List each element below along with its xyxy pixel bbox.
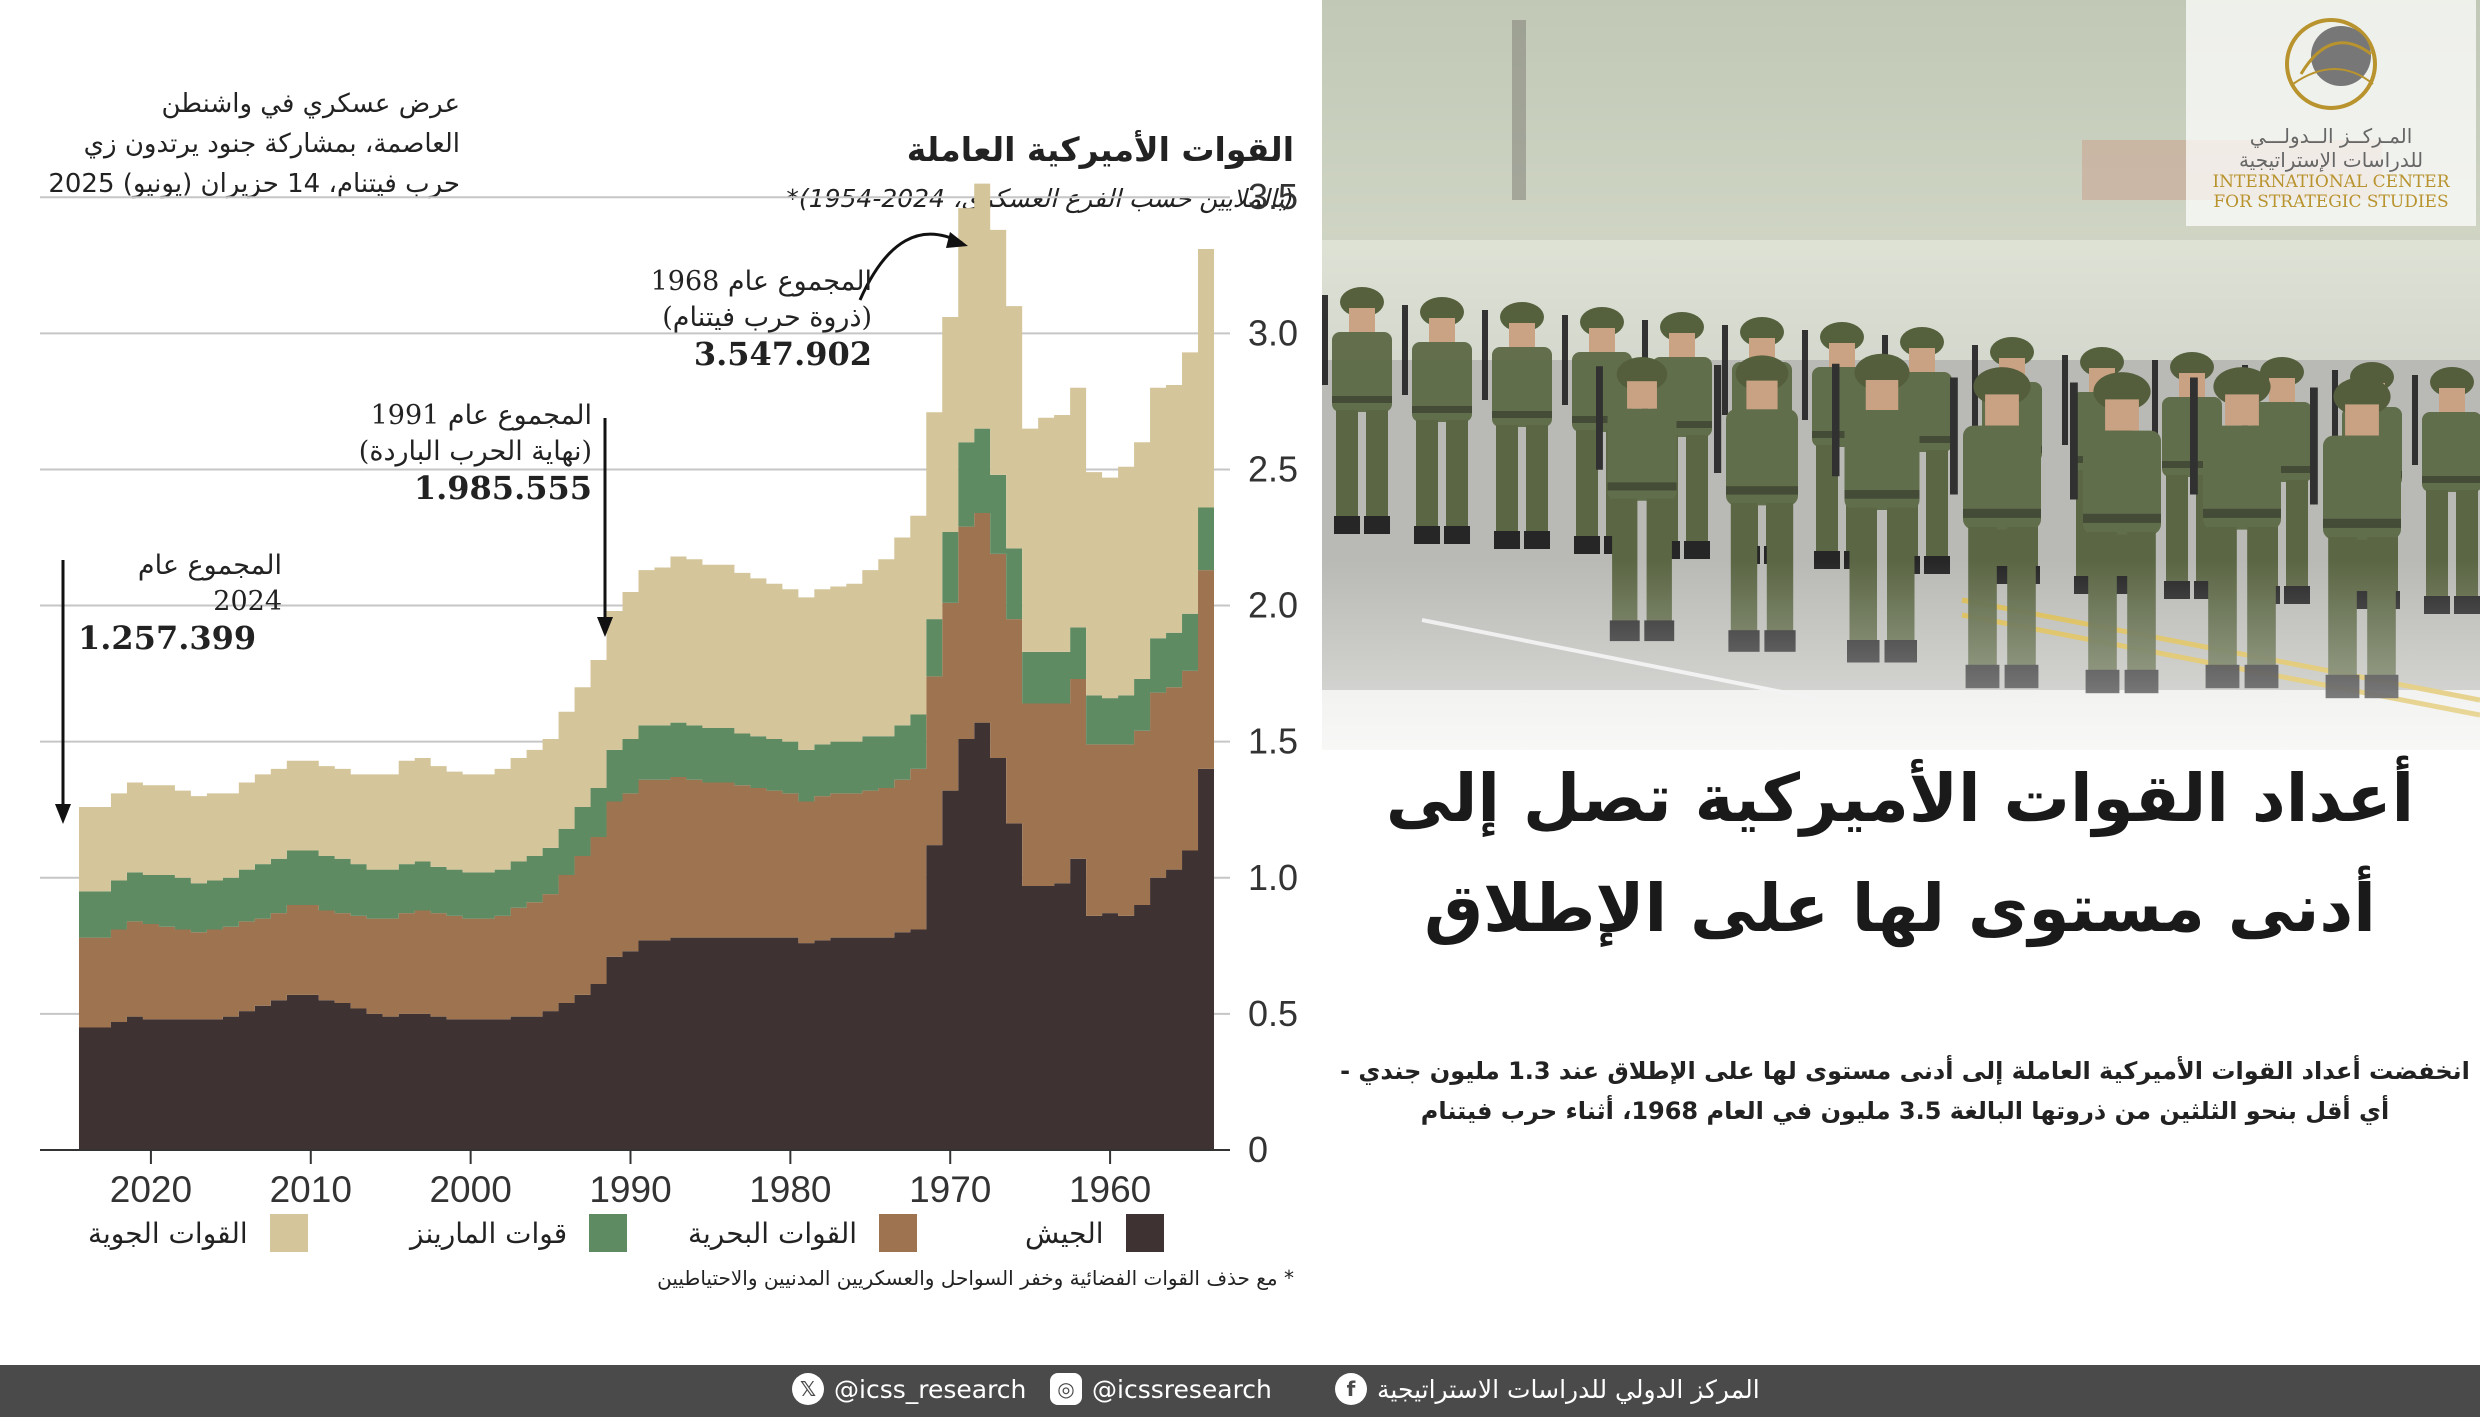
footer-instagram[interactable]: ◎ @icssresearch — [1050, 1373, 1272, 1405]
y-tick-label: 2.0 — [1248, 585, 1298, 626]
logo-arabic-line2: للدراسات الإستراتيجية — [2238, 148, 2424, 172]
x-tick-label: 2000 — [429, 1169, 511, 1210]
footer-instagram-label: @icssresearch — [1092, 1374, 1272, 1404]
legend-navy: القوات البحرية — [688, 1214, 918, 1252]
description-line-1: انخفضت أعداد القوات الأميركية العاملة إل… — [1340, 1057, 2470, 1085]
footer-facebook-label: المركز الدولي للدراسات الاستراتيجية — [1377, 1374, 1760, 1404]
legend-army: الجيش — [1025, 1214, 1164, 1252]
y-tick-label: 2.5 — [1248, 448, 1298, 489]
y-tick-label: 3.5 — [1248, 176, 1298, 217]
x-tick-label: 1960 — [1069, 1169, 1151, 1210]
y-tick-label: 0 — [1248, 1129, 1268, 1170]
arrow-1968 — [858, 232, 963, 301]
x-tick-label: 1980 — [749, 1169, 831, 1210]
series-area — [78, 513, 1215, 1028]
caption-line-2: العاصمة، بمشاركة جنود يرتدون زي — [83, 129, 460, 159]
chart-subtitle: (بالملايين حسب الفرع العسكري، 2024-1954)… — [786, 184, 1294, 213]
arrow-2024-head — [55, 804, 71, 824]
photo-caption: عرض عسكري في واشنطن العاصمة، بمشاركة جنو… — [40, 84, 460, 204]
legend-army-swatch — [1125, 1214, 1164, 1252]
footer-x[interactable]: 𝕏 @icss_research — [792, 1373, 1026, 1405]
arrow-1968-head — [946, 232, 968, 248]
legend-marines-label: قوات المارينز — [410, 1216, 568, 1250]
logo-arabic-line1: المـركــز الــدولـــي — [2249, 124, 2413, 148]
x-tick-label: 2020 — [110, 1169, 192, 1210]
parade-photo: المـركــز الــدولـــي للدراسات الإستراتي… — [1322, 0, 2480, 920]
chart-footnote: * مع حذف القوات الفضائية وخفر السواحل وا… — [657, 1266, 1294, 1290]
y-tick-label: 0.5 — [1248, 993, 1298, 1034]
annotation-1991: المجموع عام 1991 (نهاية الحرب الباردة) 1… — [300, 398, 592, 506]
annotation-2024: المجموع عام 2024 1.257.399 — [78, 548, 282, 656]
caption-line-3: حرب فيتنام، 14 حزيران (يونيو) 2025 — [48, 169, 460, 199]
y-tick-label: 1.0 — [1248, 857, 1298, 898]
y-tick-label: 3.0 — [1248, 312, 1298, 353]
legend-airforce-swatch — [269, 1214, 308, 1252]
y-ticks: 0 0.5 1.0 1.5 2.0 2.5 3.0 3.5 — [1248, 176, 1298, 1170]
description-line-2: أي أقل بنحو الثلثين من ذروتها البالغة 3.… — [1420, 1097, 2390, 1125]
legend-marines: قوات المارينز — [410, 1214, 628, 1252]
annotation-1968-label: المجموع عام 1968 — [650, 266, 872, 297]
legend-army-label: الجيش — [1025, 1216, 1104, 1250]
legend-navy-swatch — [879, 1214, 918, 1252]
annotation-arrows — [55, 232, 968, 824]
series-area — [78, 722, 1215, 1150]
annotation-1968-sublabel: (ذروة حرب فيتنام) — [662, 302, 872, 333]
annotation-2024-value: 1.257.399 — [78, 619, 257, 657]
annotation-1991-label: المجموع عام 1991 — [370, 400, 592, 431]
annotation-1991-value: 1.985.555 — [413, 469, 592, 507]
series-area — [78, 183, 1215, 892]
annotation-2024-label: المجموع عام 2024 — [137, 550, 282, 617]
legend-navy-label: القوات البحرية — [688, 1216, 858, 1250]
x-icon: 𝕏 — [792, 1373, 824, 1405]
series-area — [78, 428, 1215, 938]
x-tick-label: 1970 — [909, 1169, 991, 1210]
annotation-1968-value: 3.547.902 — [693, 335, 872, 373]
globe-icon — [2285, 18, 2377, 110]
annotation-1968: المجموع عام 1968 (ذروة حرب فيتنام) 3.547… — [560, 264, 872, 372]
arrow-1991-head — [597, 617, 613, 637]
logo-english-line1: INTERNATIONAL CENTER — [2212, 172, 2450, 192]
description: انخفضت أعداد القوات الأميركية العاملة إل… — [1340, 1051, 2470, 1131]
area-series — [78, 183, 1215, 1150]
x-tick-label: 2010 — [270, 1169, 352, 1210]
legend-airforce-label: القوات الجوية — [88, 1216, 248, 1250]
facebook-icon: f — [1335, 1373, 1367, 1405]
headline: أعداد القوات الأميركية تصل إلى أدنى مستو… — [1330, 760, 2470, 947]
x-tick-label: 1990 — [589, 1169, 671, 1210]
icss-logo: المـركــز الــدولـــي للدراسات الإستراتي… — [2186, 0, 2476, 226]
stacked-area-chart: 2020 2010 2000 1990 1980 1970 1960 0 0.5 1.0 1.5 2… — [40, 176, 1298, 1210]
legend-airforce: القوات الجوية — [88, 1214, 308, 1252]
legend-marines-swatch — [589, 1214, 628, 1252]
footer-x-label: @icss_research — [834, 1374, 1027, 1404]
y-tick-label: 1.5 — [1248, 721, 1298, 762]
footer-facebook[interactable]: f المركز الدولي للدراسات الاستراتيجية — [1335, 1373, 1760, 1405]
x-ticks: 2020 2010 2000 1990 1980 1970 1960 — [110, 1150, 1151, 1210]
caption-line-1: عرض عسكري في واشنطن — [161, 89, 460, 119]
logo-english-line2: FOR STRATEGIC STUDIES — [2213, 192, 2449, 212]
annotation-1991-sublabel: (نهاية الحرب الباردة) — [358, 436, 592, 467]
instagram-icon: ◎ — [1050, 1373, 1082, 1405]
headline-line-1: أعداد القوات الأميركية تصل إلى — [1385, 760, 2415, 837]
footer-bar: f المركز الدولي للدراسات الاستراتيجية ◎ … — [0, 1365, 2480, 1417]
chart-title: القوات الأميركية العاملة — [906, 130, 1294, 169]
headline-line-2: أدنى مستوى لها على الإطلاق — [1424, 870, 2376, 947]
